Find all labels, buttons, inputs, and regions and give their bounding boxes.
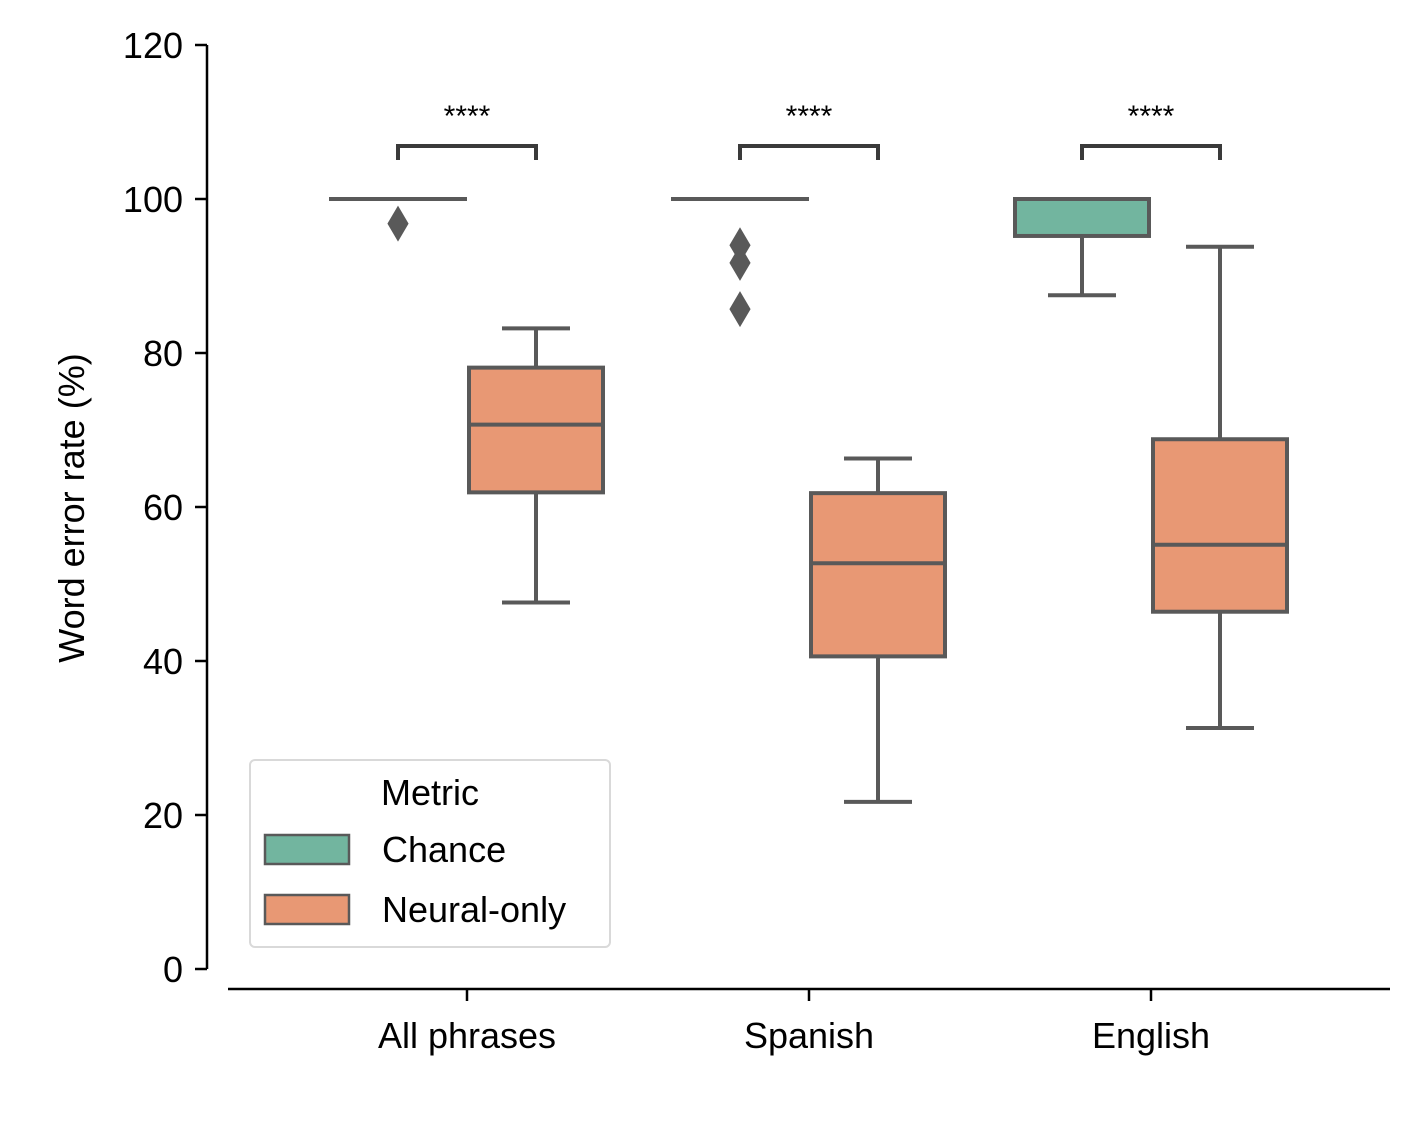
outlier-point bbox=[729, 244, 751, 281]
box-series bbox=[329, 197, 1289, 804]
box-chance-spanish bbox=[671, 197, 809, 328]
legend: Metric Chance Neural-only bbox=[249, 759, 611, 948]
x-tick-label: Spanish bbox=[744, 1015, 874, 1056]
box-chance-all-phrases bbox=[329, 197, 467, 242]
legend-label-chance: Chance bbox=[382, 829, 506, 870]
y-tick-label: 80 bbox=[143, 333, 183, 374]
box-chance-english bbox=[1013, 197, 1151, 298]
y-tick-label: 120 bbox=[123, 25, 183, 66]
box-body bbox=[467, 365, 605, 495]
significance-bracket bbox=[1080, 144, 1222, 160]
legend-title: Metric bbox=[381, 772, 479, 813]
x-axis: All phrases Spanish English bbox=[228, 987, 1390, 1056]
significance-label: **** bbox=[786, 100, 833, 133]
outlier-point bbox=[387, 205, 409, 242]
y-axis-title: Word error rate (%) bbox=[51, 353, 92, 662]
y-tick-label: 100 bbox=[123, 179, 183, 220]
box-body bbox=[1013, 197, 1151, 238]
x-tick-label: All phrases bbox=[378, 1015, 556, 1056]
significance-bracket bbox=[396, 144, 538, 160]
box-neural-only-all-phrases bbox=[467, 326, 605, 605]
y-tick-label: 60 bbox=[143, 487, 183, 528]
significance-label: **** bbox=[1128, 100, 1175, 133]
box-neural-only-spanish bbox=[809, 456, 947, 804]
box-body bbox=[809, 491, 947, 659]
box-body bbox=[1151, 437, 1289, 614]
x-tick-label: English bbox=[1092, 1015, 1210, 1056]
y-tick-label: 0 bbox=[163, 949, 183, 990]
significance-bracket bbox=[738, 144, 880, 160]
legend-swatch-chance bbox=[263, 833, 351, 866]
box-neural-only-english bbox=[1151, 244, 1289, 730]
y-tick-label: 20 bbox=[143, 795, 183, 836]
significance-label: **** bbox=[444, 100, 491, 133]
y-tick-label: 40 bbox=[143, 641, 183, 682]
legend-swatch-neural-only bbox=[263, 893, 351, 926]
y-axis: 0 20 40 60 80 100 120 bbox=[123, 25, 209, 990]
legend-label-neural-only: Neural-only bbox=[382, 889, 566, 930]
outlier-point bbox=[729, 291, 751, 328]
significance-annotations: **** **** **** bbox=[396, 100, 1222, 160]
